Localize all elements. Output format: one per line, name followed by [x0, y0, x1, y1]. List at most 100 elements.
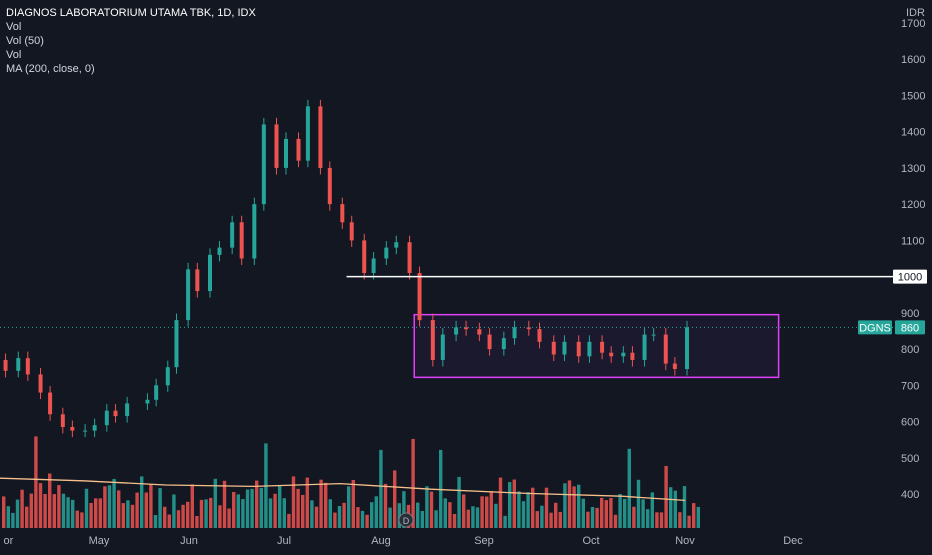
candle-body	[487, 334, 492, 350]
candle-body	[537, 329, 542, 342]
y-tick-label: 1700	[901, 18, 925, 30]
volume-bar	[646, 509, 650, 528]
volume-bar	[282, 498, 286, 528]
candle-body	[663, 334, 668, 364]
volume-bar	[595, 507, 599, 528]
volume-bar	[255, 480, 259, 528]
volume-bar	[388, 507, 392, 528]
volume-bar	[673, 490, 677, 528]
x-tick-label: Aug	[371, 535, 391, 547]
volume-bar	[475, 507, 480, 528]
volume-bar	[236, 494, 240, 528]
volume-bar	[572, 486, 576, 528]
dividend-marker-label: D	[403, 516, 410, 526]
volume-bar	[351, 480, 355, 528]
candle-body	[92, 425, 97, 431]
volume-bar	[48, 473, 52, 528]
legend-title: DIAGNOS LABORATORIUM UTAMA TBK, 1D, IDX	[6, 7, 256, 19]
volume-bar	[186, 501, 190, 528]
candle-body	[305, 106, 310, 161]
volume-bar	[190, 484, 194, 528]
volume-bar	[540, 505, 544, 528]
volume-bar	[25, 506, 29, 528]
candle-body	[25, 358, 30, 375]
volume-bar	[664, 466, 668, 528]
volume-bar	[669, 487, 673, 528]
volume-bar	[314, 506, 319, 528]
y-tick-label: 900	[901, 308, 919, 320]
volume-bar	[627, 448, 631, 528]
volume-bar	[347, 486, 351, 528]
candle-body	[125, 403, 130, 417]
volume-bar	[43, 494, 47, 528]
candle-body	[83, 430, 88, 432]
volume-bar	[420, 511, 424, 528]
volume-bar	[213, 478, 217, 528]
volume-bar	[393, 470, 397, 528]
last-price-label: 860	[901, 322, 919, 334]
volume-bar	[11, 512, 15, 528]
volume-bar	[153, 515, 158, 528]
volume-bar	[301, 494, 305, 528]
volume-bar	[425, 486, 429, 528]
ticker-tag	[858, 320, 892, 335]
legend-volume-2: Vol	[6, 49, 22, 61]
volume-bar	[678, 512, 682, 528]
ma200-line	[0, 477, 686, 502]
candle-body	[104, 410, 109, 426]
volume-bar	[613, 514, 618, 528]
volume-bar	[411, 438, 415, 528]
volume-bar	[337, 506, 342, 528]
y-tick-label: 1600	[901, 54, 925, 66]
candle-body	[526, 327, 531, 330]
volume-bar	[443, 498, 447, 528]
candle-body	[274, 124, 279, 168]
volume-bar	[696, 506, 700, 528]
candle-body	[651, 334, 656, 336]
volume-bar	[52, 494, 56, 528]
candle-body	[261, 124, 266, 205]
volume-bar	[291, 476, 296, 528]
ticker-label: DGNS	[859, 322, 891, 334]
candle-body	[384, 247, 389, 259]
legend-volume-50: Vol (50)	[6, 35, 44, 47]
volume-bar	[604, 500, 608, 528]
volume-bar	[287, 513, 291, 528]
candle-body	[60, 414, 65, 427]
candle-body	[362, 240, 367, 273]
volume-bar	[521, 501, 526, 528]
volume-bar	[199, 499, 204, 528]
volume-bar	[144, 492, 148, 528]
volume-bar	[181, 504, 185, 528]
candle-body	[318, 106, 323, 168]
x-tick-label: Sep	[474, 535, 494, 547]
volume-bar	[632, 506, 636, 528]
volume-bar	[324, 482, 328, 528]
volume-bar	[416, 502, 420, 528]
volume-bar	[641, 499, 645, 528]
volume-bar	[374, 496, 378, 528]
volume-bar	[466, 509, 470, 528]
candle-body	[340, 204, 345, 223]
volume-bar	[609, 498, 613, 528]
volume-bar	[61, 493, 66, 528]
x-tick-label: Jun	[180, 535, 198, 547]
candle-body	[587, 341, 592, 357]
candle-body	[417, 272, 422, 321]
volume-bar	[310, 500, 314, 528]
volume-bar	[498, 477, 503, 528]
volume-bar	[577, 484, 581, 528]
volume-bar	[434, 510, 438, 528]
volume-bar	[126, 500, 130, 528]
volume-bar	[360, 510, 365, 528]
x-tick-label: Dec	[783, 535, 803, 547]
volume-bar	[370, 502, 374, 528]
volume-bar	[15, 499, 20, 528]
volume-bar	[581, 498, 585, 528]
volume-bar	[57, 485, 61, 528]
volume-bar	[94, 498, 98, 528]
volume-bar	[494, 503, 498, 528]
volume-bar	[218, 505, 222, 528]
